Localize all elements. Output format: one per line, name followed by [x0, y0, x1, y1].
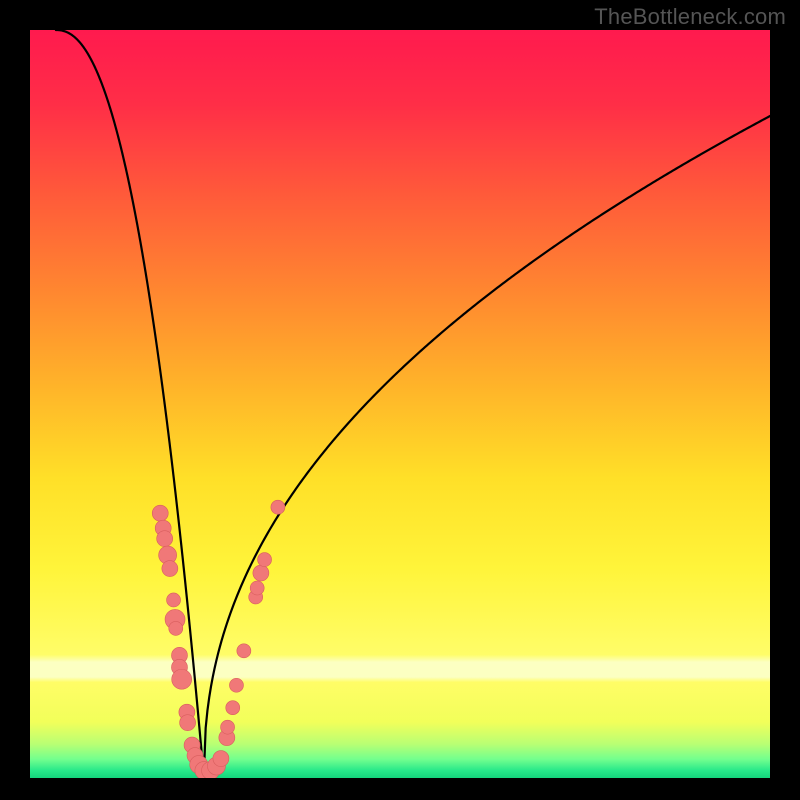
data-point [250, 581, 264, 595]
chart-svg [30, 30, 770, 778]
watermark-text: TheBottleneck.com [594, 4, 786, 30]
data-point [172, 669, 192, 689]
data-point [169, 621, 183, 635]
data-point [180, 715, 196, 731]
data-point [253, 565, 269, 581]
plot-area [30, 30, 770, 778]
data-point [167, 593, 181, 607]
data-point [213, 751, 229, 767]
data-point [162, 561, 178, 577]
data-point [157, 531, 173, 547]
gradient-background [30, 30, 770, 778]
data-point [221, 720, 235, 734]
outer-frame: TheBottleneck.com [0, 0, 800, 800]
data-point [152, 505, 168, 521]
data-point [226, 701, 240, 715]
data-point [271, 500, 285, 514]
data-point [237, 644, 251, 658]
data-point [258, 553, 272, 567]
data-point [229, 678, 243, 692]
